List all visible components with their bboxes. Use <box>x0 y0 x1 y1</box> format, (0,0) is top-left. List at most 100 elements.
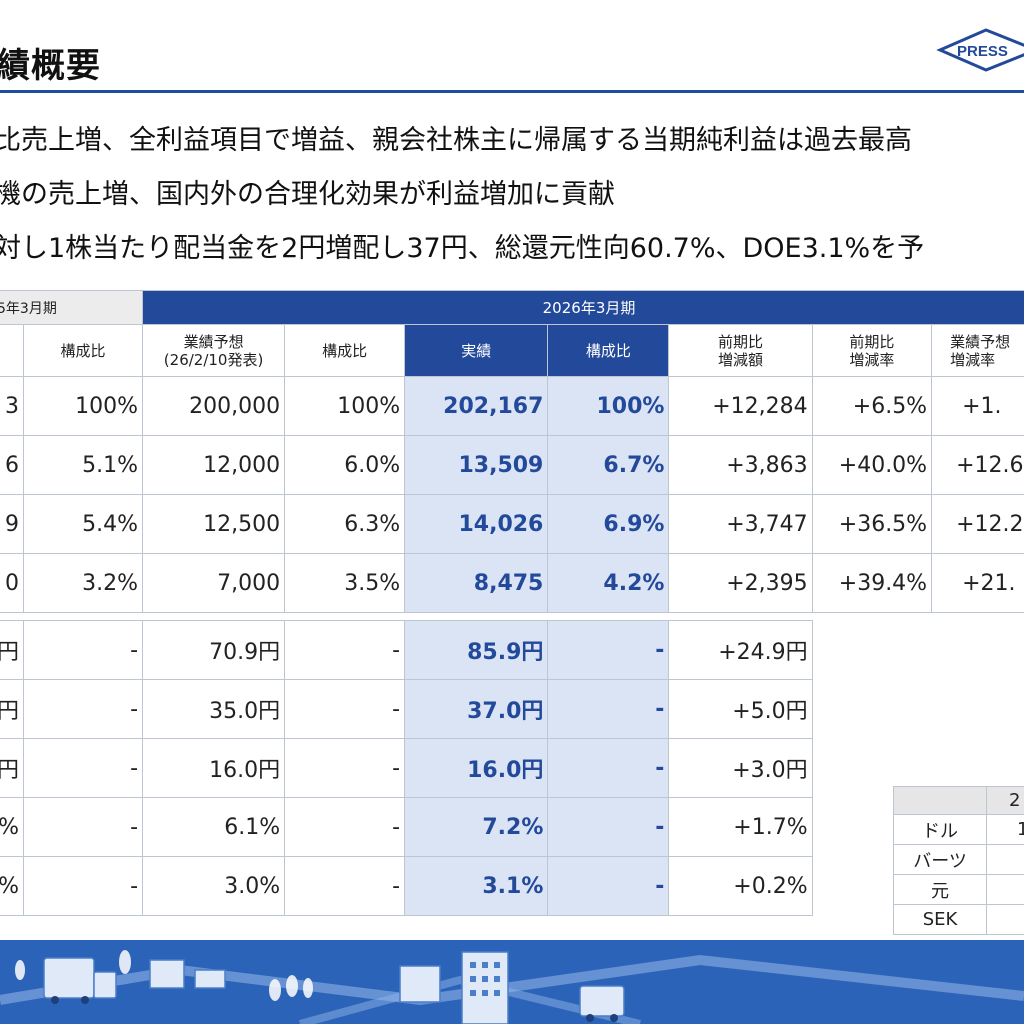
cell: 6.1% <box>142 797 286 857</box>
cell: 5.1% <box>23 435 144 495</box>
cell: 70.9円 <box>142 620 286 680</box>
cell: - <box>284 620 406 680</box>
cell: 16.0円 <box>142 738 286 798</box>
header-composition-forecast: 構成比 <box>284 324 406 377</box>
cell: - <box>547 679 670 739</box>
cell: +6.5% <box>811 376 933 436</box>
cell: 3.0% <box>142 856 286 916</box>
cell: 37.0円 <box>404 679 549 739</box>
cell: 13,509 <box>404 435 549 495</box>
cell: +40.0% <box>811 435 933 495</box>
cell: % <box>0 797 25 857</box>
summary-bullet-3: 対し1株当たり配当金を2円増配し37円、総還元性向60.7%、DOE3.1%を予 <box>0 233 925 264</box>
fx-currency: バーツ <box>892 844 988 875</box>
logo-text: PRESS <box>957 43 1008 60</box>
cell: 0 <box>0 553 25 613</box>
header-forecast-rate: 業績予想 増減率 <box>931 324 1024 377</box>
cell: +2,395 <box>668 553 813 613</box>
cell: +39.4% <box>811 553 933 613</box>
cell: - <box>23 856 144 916</box>
fx-value <box>986 844 1024 875</box>
summary-bullet-1: 比売上増、全利益項目で増益、親会社株主に帰属する当期純利益は過去最高 <box>0 125 912 156</box>
cell: +1. <box>931 376 1024 436</box>
cell: - <box>547 797 670 857</box>
cell: 円 <box>0 738 25 798</box>
header-actual: 実績 <box>404 324 549 377</box>
header-composition-actual: 構成比 <box>547 324 670 377</box>
cell: - <box>547 856 670 916</box>
cell: +21. <box>931 553 1024 613</box>
cell: +0.2% <box>668 856 813 916</box>
city-illustration <box>0 950 1024 1024</box>
table-row: 3 100% 200,000 100% 202,167 100% +12,284 +6.5% +… <box>0 376 1024 436</box>
header-composition-prev: 構成比 <box>23 324 144 377</box>
fx-currency: SEK <box>892 904 988 935</box>
header-yoy-change: 前期比 増減額 <box>668 324 813 377</box>
cell: 6 <box>0 435 25 495</box>
fx-header-blank <box>892 786 988 815</box>
cell: - <box>23 797 144 857</box>
fx-value: 1 <box>986 814 1024 845</box>
results-table: 5年3月期 2026年3月期 構成比 業績予想 (26/2/10発表) 構成比 … <box>0 290 1024 916</box>
fx-currency: ドル <box>892 814 988 845</box>
cell: +3,863 <box>668 435 813 495</box>
cell: - <box>23 738 144 798</box>
cell: 200,000 <box>142 376 286 436</box>
table-row: 0 3.2% 7,000 3.5% 8,475 4.2% +2,395 +39.4% +21. <box>0 553 1024 613</box>
fx-currency: 元 <box>892 874 988 905</box>
cell: 8,475 <box>404 553 549 613</box>
header-yoy-rate: 前期比 増減率 <box>811 324 933 377</box>
cell: 円 <box>0 679 25 739</box>
cell: +12.2 <box>931 494 1024 554</box>
footer-illustration <box>0 940 1024 1024</box>
cell: - <box>284 797 406 857</box>
table-row: % -3.0% -3.1% - +0.2% <box>0 856 1024 916</box>
cell: - <box>284 856 406 916</box>
prev-period-header: 5年3月期 <box>0 290 144 325</box>
cell: - <box>547 738 670 798</box>
cell: 202,167 <box>404 376 549 436</box>
cell: +5.0円 <box>668 679 813 739</box>
cell: 3.1% <box>404 856 549 916</box>
cell: 3 <box>0 376 25 436</box>
table-row: 円 -35.0円 -37.0円 - +5.0円 <box>0 679 1024 739</box>
cell: 85.9円 <box>404 620 549 680</box>
fx-header: 2 <box>986 786 1024 815</box>
cell: - <box>284 738 406 798</box>
cell: - <box>23 679 144 739</box>
table-row: 6 5.1% 12,000 6.0% 13,509 6.7% +3,863 +40.0% +12… <box>0 435 1024 495</box>
fx-value <box>986 904 1024 935</box>
cell: 5.4% <box>23 494 144 554</box>
cell: +36.5% <box>811 494 933 554</box>
cur-period-header: 2026年3月期 <box>142 290 1024 325</box>
cell: 35.0円 <box>142 679 286 739</box>
cell: - <box>284 679 406 739</box>
cell: +3.0円 <box>668 738 813 798</box>
table-row: % -6.1% -7.2% - +1.7% <box>0 797 1024 857</box>
table-row: 円 -16.0円 -16.0円 - +3.0円 <box>0 738 1024 798</box>
cell: +12.6 <box>931 435 1024 495</box>
cell: +1.7% <box>668 797 813 857</box>
cell: 6.9% <box>547 494 670 554</box>
cell: 3.5% <box>284 553 406 613</box>
press-logo: PRESS <box>936 28 1024 72</box>
page-title: 績概要 <box>0 46 101 86</box>
cell: - <box>547 620 670 680</box>
summary-bullet-2: 機の売上増、国内外の合理化効果が利益増加に貢献 <box>0 179 615 210</box>
cell: 6.7% <box>547 435 670 495</box>
table-row: 円 -70.9円 -85.9円 - +24.9円 <box>0 620 1024 680</box>
fx-value <box>986 874 1024 905</box>
cell: - <box>23 620 144 680</box>
cell: +3,747 <box>668 494 813 554</box>
cell: 9 <box>0 494 25 554</box>
cell: 12,500 <box>142 494 286 554</box>
cell: % <box>0 856 25 916</box>
cell: 100% <box>284 376 406 436</box>
fx-rate-table: 2 ドル 1 バーツ 元 SEK <box>892 786 1024 935</box>
cell: 3.2% <box>23 553 144 613</box>
cell: 円 <box>0 620 25 680</box>
cell: 100% <box>547 376 670 436</box>
cell: 7,000 <box>142 553 286 613</box>
cell: 7.2% <box>404 797 549 857</box>
header-cell-cut <box>0 324 25 377</box>
